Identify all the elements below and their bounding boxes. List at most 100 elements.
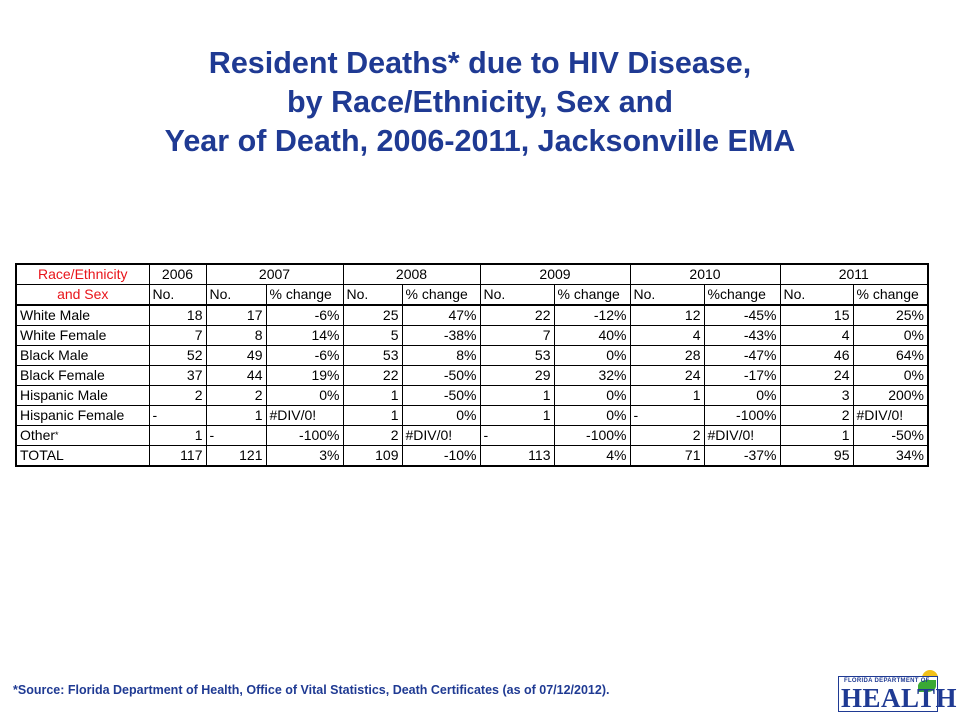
table-row: White Female 7 8 14% 5 -38% 7 40% 4 -43% 4 0%: [15, 325, 929, 346]
table-cell: -38%: [401, 325, 481, 346]
header-col: No.: [779, 284, 854, 306]
table-cell: -47%: [703, 345, 781, 366]
row-label-text: Other: [20, 427, 56, 443]
table-cell: -43%: [703, 325, 781, 346]
table-cell: 3: [779, 385, 854, 406]
table-cell: 4: [779, 325, 854, 346]
table-cell: 19%: [265, 365, 344, 386]
table-cell: 53: [342, 345, 403, 366]
header-col: % change: [852, 284, 929, 306]
table-cell: -50%: [401, 385, 481, 406]
table-row: White Male 18 17 -6% 25 47% 22 -12% 12 -45% 15 25%: [15, 305, 929, 326]
table-cell: -6%: [265, 305, 344, 326]
table-cell: -100%: [703, 405, 781, 426]
leaf-icon: [918, 680, 936, 692]
table-cell: -17%: [703, 365, 781, 386]
row-label-text: White Female: [20, 327, 107, 343]
title-line-1: Resident Deaths* due to HIV Disease,: [208, 46, 752, 80]
row-label: White Male: [15, 305, 150, 326]
table-cell: -100%: [265, 425, 344, 446]
row-label: Black Male: [15, 345, 150, 366]
table-cell: 29: [479, 365, 555, 386]
table-cell: 22: [479, 305, 555, 326]
table-cell: -: [148, 405, 207, 426]
table-cell: #DIV/0!: [401, 425, 481, 446]
title-line-2: by Race/Ethnicity, Sex and: [287, 85, 673, 119]
table-cell: 200%: [852, 385, 929, 406]
logo-small-text: FLORIDA DEPARTMENT OF: [844, 678, 930, 684]
florida-health-logo: FLORIDA DEPARTMENT OF HEALTH: [838, 670, 957, 712]
header-col: %change: [703, 284, 781, 306]
table-cell: 44: [205, 365, 267, 386]
table-cell: 2: [779, 405, 854, 426]
header-col: No.: [479, 284, 555, 306]
table-cell: 1: [479, 385, 555, 406]
header-year: 2006: [148, 263, 207, 285]
row-label-text: White Male: [20, 307, 91, 323]
table-cell: 1: [342, 385, 403, 406]
table-cell: 7: [148, 325, 207, 346]
table-cell: 53: [479, 345, 555, 366]
row-label: Black Female: [15, 365, 150, 386]
table-cell: 2: [148, 385, 207, 406]
row-label-text: Hispanic Female: [20, 407, 125, 423]
table-cell: 3%: [265, 445, 344, 467]
table-cell: 37: [148, 365, 207, 386]
table-cell: 2: [342, 425, 403, 446]
table-cell: -50%: [852, 425, 929, 446]
table-cell: 8%: [401, 345, 481, 366]
table-cell: 0%: [852, 365, 929, 386]
table-cell: -12%: [553, 305, 631, 326]
table-cell: 12: [629, 305, 705, 326]
table-cell: 1: [148, 425, 207, 446]
table-cell: 14%: [265, 325, 344, 346]
table-cell: 25%: [852, 305, 929, 326]
table-cell: 17: [205, 305, 267, 326]
header-race-ethnicity: Race/Ethnicity: [15, 263, 150, 285]
table-cell: 1: [779, 425, 854, 446]
table-cell: 121: [205, 445, 267, 467]
header-year: 2010: [629, 263, 781, 285]
table-cell: -10%: [401, 445, 481, 467]
table-cell: 4%: [553, 445, 631, 467]
table-row: Hispanic Male 2 2 0% 1 -50% 1 0% 1 0% 3 200%: [15, 385, 929, 406]
page-title: Resident Deaths* due to HIV Disease, by …: [0, 44, 960, 161]
header-col: No.: [342, 284, 403, 306]
table-cell: -: [629, 405, 705, 426]
header-col: No.: [629, 284, 705, 306]
table-cell: -: [479, 425, 555, 446]
table-cell: #DIV/0!: [265, 405, 344, 426]
table-cell: 5: [342, 325, 403, 346]
table-cell: 109: [342, 445, 403, 467]
row-label: White Female: [15, 325, 150, 346]
table-cell: 0%: [553, 405, 631, 426]
table-body: White Male 18 17 -6% 25 47% 22 -12% 12 -45% 15 25% W…: [15, 305, 929, 467]
header-col: % change: [265, 284, 344, 306]
table-cell: 28: [629, 345, 705, 366]
table-cell: 2: [205, 385, 267, 406]
title-line-3: Year of Death, 2006-2011, Jacksonville E…: [164, 124, 796, 158]
source-note: *Source: Florida Department of Health, O…: [13, 683, 610, 697]
table-cell: 49: [205, 345, 267, 366]
table-row: Black Female 37 44 19% 22 -50% 29 32% 24 -17% 24 0%: [15, 365, 929, 386]
table-cell: 1: [205, 405, 267, 426]
row-label-text: Black Female: [20, 367, 105, 383]
table-cell: -100%: [553, 425, 631, 446]
table-cell: 52: [148, 345, 207, 366]
row-label-asterisk: *: [55, 430, 59, 440]
table-cell: 32%: [553, 365, 631, 386]
header-col: % change: [401, 284, 481, 306]
header-col: % change: [553, 284, 631, 306]
table-row: Other* 1- -100% 2 #DIV/0! - -100% 2 #DIV/0! 1 -50%: [15, 425, 929, 446]
table-cell: 22: [342, 365, 403, 386]
table-cell: 71: [629, 445, 705, 467]
table-cell: 0%: [401, 405, 481, 426]
table-cell: 7: [479, 325, 555, 346]
table-cell: 117: [148, 445, 207, 467]
table-cell: 1: [342, 405, 403, 426]
header-col: No.: [148, 284, 207, 306]
table-cell: 47%: [401, 305, 481, 326]
table-cell: 1: [479, 405, 555, 426]
header-col: No.: [205, 284, 267, 306]
table-cell: 40%: [553, 325, 631, 346]
